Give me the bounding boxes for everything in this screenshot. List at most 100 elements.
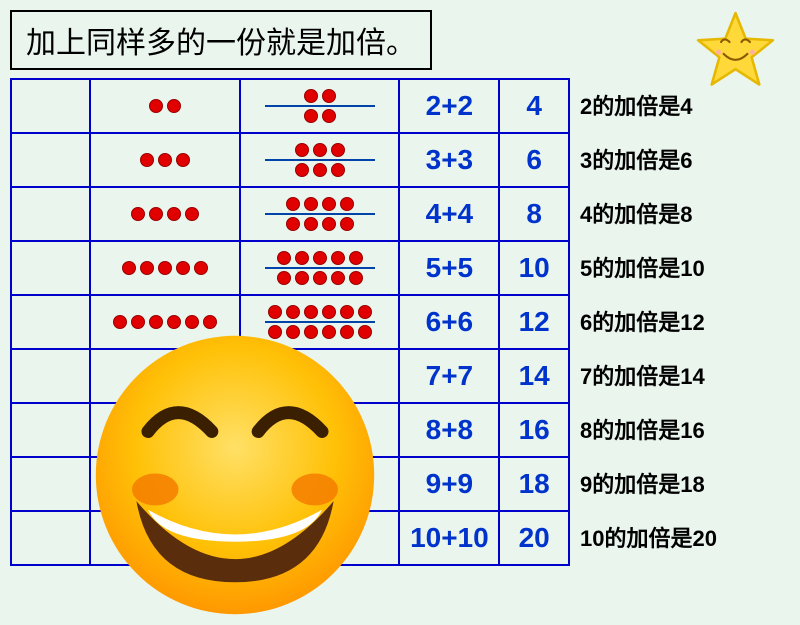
caption-text: 6的加倍是12 — [576, 294, 796, 348]
double-dots-cell — [240, 133, 400, 187]
expression-cell: 4+4 — [399, 187, 499, 241]
dot-icon — [313, 271, 327, 285]
dot-icon — [131, 315, 145, 329]
result-cell: 6 — [499, 133, 569, 187]
single-dots-cell — [90, 79, 240, 133]
dot-icon — [331, 251, 345, 265]
dot-icon — [149, 99, 163, 113]
single-dots-cell — [90, 187, 240, 241]
caption-text: 9的加倍是18 — [576, 456, 796, 510]
result-cell: 12 — [499, 295, 569, 349]
expression-cell: 3+3 — [399, 133, 499, 187]
dot-icon — [331, 271, 345, 285]
expression-cell: 9+9 — [399, 457, 499, 511]
result-cell: 10 — [499, 241, 569, 295]
double-dots-cell — [240, 187, 400, 241]
dot-icon — [304, 89, 318, 103]
dot-icon — [176, 153, 190, 167]
dot-icon — [340, 217, 354, 231]
blank-cell — [11, 511, 90, 565]
blank-cell — [11, 241, 90, 295]
dot-icon — [304, 217, 318, 231]
dot-icon — [313, 163, 327, 177]
dot-icon — [340, 197, 354, 211]
expression-cell: 2+2 — [399, 79, 499, 133]
caption-text: 3的加倍是6 — [576, 132, 796, 186]
dot-icon — [295, 163, 309, 177]
dot-icon — [313, 143, 327, 157]
result-cell: 14 — [499, 349, 569, 403]
dot-icon — [304, 109, 318, 123]
title: 加上同样多的一份就是加倍。 — [10, 10, 432, 70]
dot-icon — [313, 251, 327, 265]
dot-icon — [277, 251, 291, 265]
blank-cell — [11, 457, 90, 511]
result-cell: 8 — [499, 187, 569, 241]
dot-icon — [295, 143, 309, 157]
blank-cell — [11, 403, 90, 457]
dot-icon — [149, 315, 163, 329]
caption-text: 8的加倍是16 — [576, 402, 796, 456]
blank-cell — [11, 349, 90, 403]
caption-text: 7的加倍是14 — [576, 348, 796, 402]
dot-icon — [322, 305, 336, 319]
dot-icon — [167, 99, 181, 113]
dot-icon — [140, 153, 154, 167]
expression-cell: 6+6 — [399, 295, 499, 349]
dot-icon — [167, 207, 181, 221]
dot-icon — [122, 261, 136, 275]
double-dots-cell — [240, 79, 400, 133]
blank-cell — [11, 295, 90, 349]
result-cell: 4 — [499, 79, 569, 133]
blank-cell — [11, 187, 90, 241]
double-dots-cell — [240, 241, 400, 295]
dot-icon — [331, 163, 345, 177]
result-cell: 20 — [499, 511, 569, 565]
dot-icon — [149, 207, 163, 221]
dot-icon — [140, 261, 154, 275]
dot-icon — [286, 305, 300, 319]
dot-icon — [268, 305, 282, 319]
expression-cell: 7+7 — [399, 349, 499, 403]
caption-text: 4的加倍是8 — [576, 186, 796, 240]
dot-icon — [158, 153, 172, 167]
dot-icon — [167, 315, 181, 329]
blank-cell — [11, 79, 90, 133]
dot-icon — [185, 315, 199, 329]
dot-icon — [286, 197, 300, 211]
expression-cell: 10+10 — [399, 511, 499, 565]
caption-text: 2的加倍是4 — [576, 78, 796, 132]
result-cell: 16 — [499, 403, 569, 457]
blank-cell — [11, 133, 90, 187]
table-row: 5+510 — [11, 241, 569, 295]
dot-icon — [322, 217, 336, 231]
dot-icon — [176, 261, 190, 275]
result-cell: 18 — [499, 457, 569, 511]
dot-icon — [295, 271, 309, 285]
dot-icon — [185, 207, 199, 221]
table-row: 4+48 — [11, 187, 569, 241]
dot-icon — [295, 251, 309, 265]
dot-icon — [358, 305, 372, 319]
dot-icon — [322, 197, 336, 211]
dot-icon — [349, 251, 363, 265]
table-row: 3+36 — [11, 133, 569, 187]
dot-icon — [194, 261, 208, 275]
dot-icon — [340, 305, 354, 319]
dot-icon — [322, 89, 336, 103]
caption-text: 5的加倍是10 — [576, 240, 796, 294]
single-dots-cell — [90, 133, 240, 187]
dot-icon — [304, 305, 318, 319]
dot-icon — [331, 143, 345, 157]
table-row: 2+24 — [11, 79, 569, 133]
dot-icon — [322, 109, 336, 123]
expression-cell: 8+8 — [399, 403, 499, 457]
caption-text: 10的加倍是20 — [576, 510, 796, 564]
dot-icon — [158, 261, 172, 275]
dot-icon — [277, 271, 291, 285]
dot-icon — [304, 197, 318, 211]
smiley-icon — [90, 330, 380, 620]
expression-cell: 5+5 — [399, 241, 499, 295]
captions-column: 2的加倍是43的加倍是64的加倍是85的加倍是106的加倍是127的加倍是148… — [576, 78, 796, 564]
dot-icon — [286, 217, 300, 231]
